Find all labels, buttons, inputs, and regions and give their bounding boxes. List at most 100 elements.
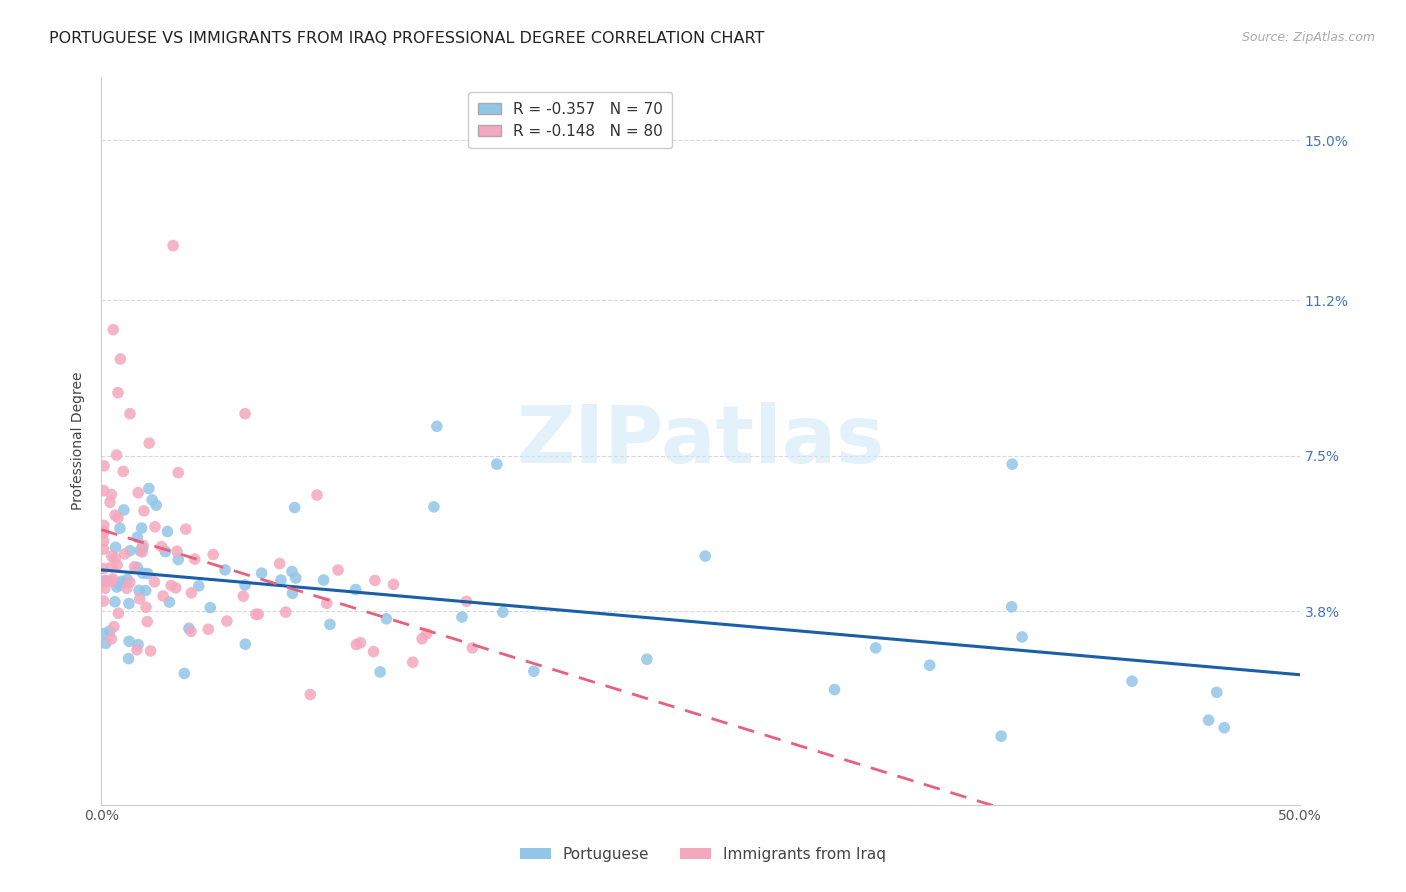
Point	[270, 573, 292, 587]
Point	[125, 642, 148, 657]
Point	[136, 615, 159, 629]
Point	[200, 600, 222, 615]
Point	[93, 483, 115, 498]
Point	[174, 522, 197, 536]
Point	[197, 622, 219, 636]
Point	[100, 487, 122, 501]
Text: Source: ZipAtlas.com: Source: ZipAtlas.com	[1241, 31, 1375, 45]
Point	[326, 563, 349, 577]
Point	[96, 574, 118, 589]
Point	[94, 581, 117, 595]
Point	[415, 626, 437, 640]
Point	[411, 632, 433, 646]
Point	[110, 578, 132, 592]
Point	[319, 617, 342, 632]
Point	[138, 436, 160, 450]
Point	[918, 658, 941, 673]
Point	[143, 520, 166, 534]
Point	[101, 572, 124, 586]
Point	[93, 534, 115, 549]
Point	[93, 561, 115, 575]
Point	[157, 595, 180, 609]
Point	[143, 574, 166, 589]
Point	[128, 583, 150, 598]
Point	[1213, 721, 1236, 735]
Point	[124, 559, 146, 574]
Point	[132, 504, 155, 518]
Point	[180, 586, 202, 600]
Point	[461, 640, 484, 655]
Point	[100, 574, 122, 589]
Point	[173, 666, 195, 681]
Point	[104, 595, 127, 609]
Point	[312, 573, 335, 587]
Point	[990, 729, 1012, 743]
Point	[245, 607, 267, 622]
Point	[1121, 674, 1143, 689]
Point	[93, 525, 115, 540]
Point	[112, 464, 135, 478]
Point	[139, 644, 162, 658]
Point	[117, 651, 139, 665]
Point	[160, 578, 183, 592]
Point	[104, 508, 127, 523]
Point	[368, 665, 391, 679]
Point	[1198, 713, 1220, 727]
Point	[364, 574, 387, 588]
Point	[1011, 630, 1033, 644]
Point	[110, 574, 132, 589]
Point	[281, 586, 304, 600]
Point	[177, 621, 200, 635]
Point	[250, 566, 273, 581]
Point	[215, 614, 238, 628]
Point	[166, 544, 188, 558]
Point	[93, 542, 115, 557]
Point	[152, 589, 174, 603]
Point	[165, 581, 187, 595]
Point	[824, 682, 846, 697]
Point	[202, 548, 225, 562]
Point	[349, 635, 371, 649]
Point	[363, 645, 385, 659]
Point	[233, 637, 256, 651]
Point	[456, 594, 478, 608]
Point	[180, 624, 202, 639]
Point	[136, 566, 159, 581]
Point	[145, 498, 167, 512]
Point	[232, 589, 254, 603]
Point	[128, 591, 150, 606]
Point	[150, 540, 173, 554]
Point	[423, 500, 446, 514]
Point	[132, 541, 155, 555]
Point	[118, 634, 141, 648]
Point	[132, 538, 155, 552]
Point	[100, 632, 122, 646]
Point	[105, 558, 128, 572]
Point	[101, 549, 124, 564]
Point	[426, 419, 449, 434]
Point	[156, 524, 179, 539]
Point	[402, 655, 425, 669]
Point	[131, 521, 153, 535]
Point	[117, 572, 139, 586]
Point	[135, 600, 157, 615]
Point	[127, 638, 149, 652]
Legend: R = -0.357   N = 70, R = -0.148   N = 80: R = -0.357 N = 70, R = -0.148 N = 80	[468, 93, 672, 148]
Point	[274, 605, 297, 619]
Point	[108, 521, 131, 535]
Point	[523, 665, 546, 679]
Point	[135, 583, 157, 598]
Point	[93, 524, 115, 538]
Point	[141, 492, 163, 507]
Point	[103, 620, 125, 634]
Point	[93, 458, 115, 473]
Point	[299, 688, 322, 702]
Point	[110, 352, 132, 367]
Point	[105, 448, 128, 462]
Y-axis label: Professional Degree: Professional Degree	[72, 372, 86, 510]
Point	[865, 640, 887, 655]
Point	[118, 407, 141, 421]
Point	[1001, 599, 1024, 614]
Point	[127, 485, 149, 500]
Point	[105, 580, 128, 594]
